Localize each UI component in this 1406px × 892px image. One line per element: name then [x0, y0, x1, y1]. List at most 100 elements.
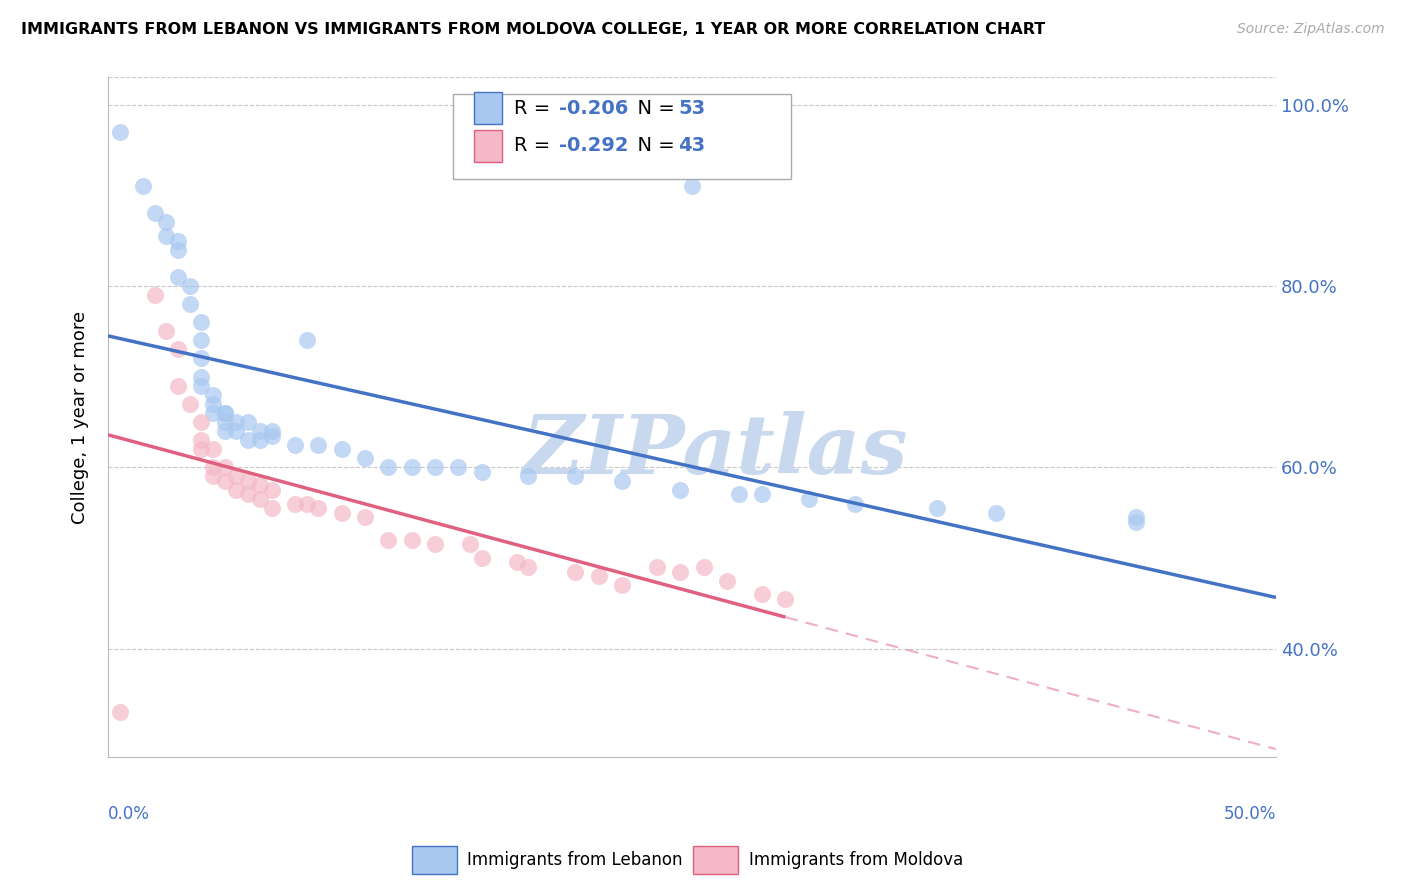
Point [202, 388, 225, 402]
Point [155, 215, 177, 229]
Point [167, 378, 190, 392]
Point [423, 460, 446, 475]
Point [447, 460, 470, 475]
Point [354, 510, 377, 524]
Point [108, 125, 131, 139]
Point [143, 288, 166, 302]
Point [155, 324, 177, 338]
Point [214, 424, 236, 438]
Point [517, 560, 540, 574]
Text: N =: N = [626, 136, 682, 155]
Point [330, 442, 353, 457]
Point [307, 437, 329, 451]
Point [751, 587, 773, 601]
Text: 43: 43 [678, 136, 704, 155]
Point [751, 487, 773, 501]
FancyBboxPatch shape [453, 95, 792, 179]
Point [284, 437, 307, 451]
Point [645, 560, 668, 574]
Point [236, 474, 259, 488]
Point [669, 483, 692, 497]
Point [354, 451, 377, 466]
Text: N =: N = [626, 99, 682, 118]
Point [190, 442, 212, 457]
Point [471, 465, 494, 479]
Y-axis label: College, 1 year or more: College, 1 year or more [72, 310, 89, 524]
Text: ZIPatlas: ZIPatlas [523, 411, 908, 491]
Point [214, 415, 236, 429]
Point [307, 501, 329, 516]
Point [249, 478, 271, 492]
Text: 53: 53 [678, 99, 704, 118]
Point [471, 550, 494, 565]
Point [179, 297, 201, 311]
Point [236, 433, 259, 447]
Point [214, 474, 236, 488]
Point [610, 578, 633, 592]
Point [844, 497, 866, 511]
Point [167, 269, 190, 284]
Point [225, 415, 247, 429]
Text: 0.0%: 0.0% [108, 805, 150, 823]
Point [155, 229, 177, 244]
Point [202, 469, 225, 483]
Point [458, 537, 481, 551]
Point [249, 433, 271, 447]
Point [190, 351, 212, 366]
Point [190, 415, 212, 429]
Point [260, 424, 283, 438]
Point [225, 469, 247, 483]
Point [202, 397, 225, 411]
Point [377, 460, 399, 475]
Point [927, 501, 949, 516]
Point [214, 406, 236, 420]
Point [202, 460, 225, 475]
Point [190, 378, 212, 392]
Point [1125, 515, 1147, 529]
Text: 50.0%: 50.0% [1223, 805, 1277, 823]
Point [214, 406, 236, 420]
Point [260, 428, 283, 442]
FancyBboxPatch shape [474, 129, 502, 161]
Point [143, 206, 166, 220]
Point [1125, 510, 1147, 524]
Point [564, 469, 586, 483]
Point [190, 334, 212, 348]
Text: -0.292: -0.292 [558, 136, 628, 155]
Point [236, 415, 259, 429]
Point [377, 533, 399, 547]
Point [401, 460, 423, 475]
Point [588, 569, 610, 583]
Point [330, 506, 353, 520]
Text: IMMIGRANTS FROM LEBANON VS IMMIGRANTS FROM MOLDOVA COLLEGE, 1 YEAR OR MORE CORRE: IMMIGRANTS FROM LEBANON VS IMMIGRANTS FR… [21, 22, 1045, 37]
Point [284, 497, 307, 511]
Point [190, 315, 212, 329]
Point [236, 487, 259, 501]
Point [167, 234, 190, 248]
Point [225, 424, 247, 438]
Point [202, 406, 225, 420]
Point [506, 556, 529, 570]
Text: R =: R = [515, 136, 557, 155]
Point [190, 369, 212, 384]
Point [202, 442, 225, 457]
Point [669, 565, 692, 579]
Point [727, 487, 749, 501]
Point [167, 243, 190, 257]
Point [517, 469, 540, 483]
Point [214, 460, 236, 475]
Point [692, 560, 714, 574]
Text: Immigrants from Moldova: Immigrants from Moldova [749, 851, 963, 869]
FancyBboxPatch shape [474, 92, 502, 124]
Point [260, 483, 283, 497]
Point [984, 506, 1007, 520]
Point [260, 501, 283, 516]
Point [249, 491, 271, 506]
Point [564, 565, 586, 579]
Point [401, 533, 423, 547]
Point [716, 574, 738, 588]
Point [179, 397, 201, 411]
Text: Source: ZipAtlas.com: Source: ZipAtlas.com [1237, 22, 1385, 37]
Point [797, 491, 820, 506]
Point [190, 433, 212, 447]
